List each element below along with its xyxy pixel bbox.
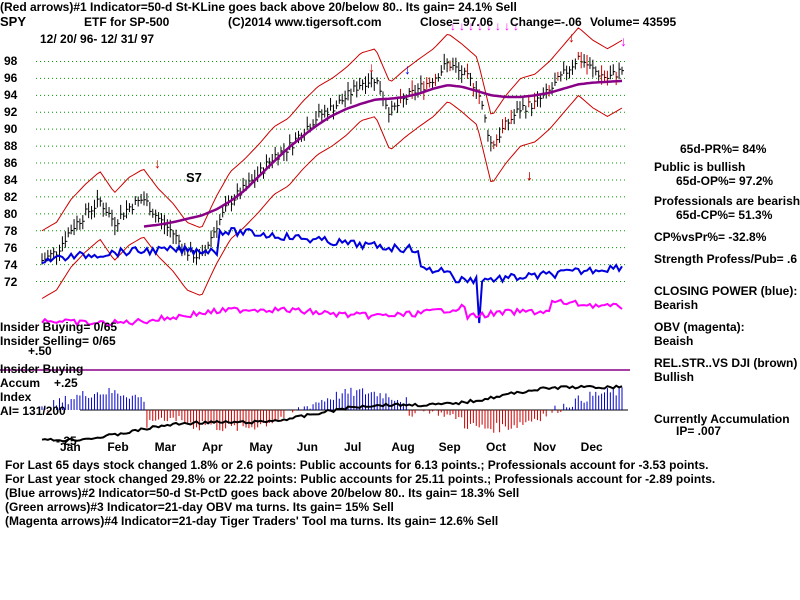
lower-band-line [41,94,623,299]
magenta-arrow-marker: ↓ [468,19,474,33]
indicator-3-label: (Green arrows)#3 Indicator=21-day OBV ma… [5,500,394,514]
indicator-2-label: (Blue arrows)#2 Indicator=50-d St-PctD g… [5,486,520,500]
y-tick-label: 90 [4,122,18,137]
plus-25: +.25 [54,376,78,390]
description: ETF for SP-500 [84,15,170,29]
professionals-label: Professionals are bearish [654,194,800,208]
minus-25: -.25 [56,434,77,448]
x-tick-label: May [249,440,273,454]
pr-label: 65d-PR%= 84% [680,142,767,156]
obv-line [41,298,623,327]
relstr-state: Bullish [654,370,695,384]
closing-power-label: CLOSING POWER (blue): [654,284,798,298]
magenta-arrow-marker: ↓ [495,19,501,33]
magenta-arrow-marker: ↓ [513,19,519,33]
x-tick-label: Oct [486,440,507,454]
insider-selling-count: Insider Selling= 0/65 [0,334,116,348]
accum-label: Currently Accumulation [654,412,790,426]
index-title: Index [0,390,32,404]
price-bars [41,51,624,266]
y-tick-label: 96 [4,71,18,86]
relstr-label: REL.STR..VS DJI (brown) [654,356,798,370]
magenta-arrow-marker: ↓ [459,19,465,33]
obv-label: OBV (magenta): [654,320,745,334]
x-tick-label: Jun [296,440,318,454]
y-tick-label: 86 [4,156,18,171]
y-tick-label: 82 [4,189,18,204]
upper-band-line [41,27,623,232]
y-tick-label: 94 [4,88,18,103]
date-range: 12/ 20/ 96- 12/ 31/ 97 [40,32,155,46]
y-tick-label: 98 [4,54,18,69]
accum-title: Accum [0,376,41,390]
magenta-arrow-marker: ↓ [486,19,492,33]
rel-strength [41,384,623,443]
closing-power-state: Bearish [654,298,699,312]
public-label: Public is bullish [654,160,746,174]
x-tick-label: Feb [107,440,129,454]
red-arrow-marker: ↓ [526,167,533,183]
y-tick-label: 92 [4,105,18,120]
obv-path [41,298,623,327]
plus-50: +.50 [28,344,52,358]
magenta-arrow-marker: ↓ [450,19,456,33]
x-tick-label: Jan [60,440,81,454]
x-tick-label: Jul [344,440,362,454]
markers: ↓↓↓↓↓↓↓ ↓ ↓ ↓ ↓ ↓ ↓ ↓↓ [154,19,627,183]
band-upper [41,27,623,232]
closing-power [41,226,623,324]
cpvspr-label: CP%vsPr%= -32.8% [654,230,767,244]
y-tick-label: 88 [4,139,18,154]
x-tick-label: Nov [533,440,556,454]
strength-label: Strength Profess/Pub= .6 [654,252,798,266]
copyright: (C)2014 www.tigersoft.com [228,15,382,29]
rel-strength-line [41,384,623,443]
magenta-arrow-marker: ↓ [504,19,510,33]
indicator-1-label: (Red arrows)#1 Indicator=50-d St-KLine g… [0,0,517,14]
y-tick-label: 78 [4,223,18,238]
x-tick-label: Aug [391,440,415,454]
obv-state: Beaish [654,334,694,348]
op-label: 65d-OP%= 97.2% [676,174,774,188]
magenta-arrow-marker: ↓ [477,19,483,33]
ip-label: IP= .007 [676,424,722,438]
volume-value: Volume= 43595 [590,15,677,29]
magenta-arrow-marker: ↓ [620,33,627,49]
insider-buying-count: Insider Buying= 0/65 [0,320,118,334]
accum-histogram [41,387,628,433]
change-value: Change=-.06 [510,15,582,29]
red-arrow-marker: ↓ [368,59,375,75]
s7-label: S7 [186,170,202,185]
symbol: SPY [0,14,27,29]
y-tick-label: 76 [4,240,18,255]
red-arrow-marker: ↓ [154,155,161,171]
x-tick-label: Mar [154,440,176,454]
x-tick-label: Sep [438,440,461,454]
y-tick-label: 72 [4,274,18,289]
red-arrow-marker: ↓ [526,167,533,183]
x-tick-label: Dec [580,440,603,454]
footer-65day: For Last 65 days stock changed 1.8% or 2… [5,458,709,472]
close-value: Close= 97.06 [420,15,494,29]
footer-year: For Last year stock changed 29.8% or 22.… [5,472,716,486]
y-tick-label: 84 [4,172,18,187]
moving-average [143,79,623,228]
red-arrow-marker: ↓ [568,29,575,45]
y-tick-label: 74 [4,257,18,272]
closing-power-line [41,226,623,324]
ma-line [143,79,623,228]
x-tick-label: Apr [202,440,223,454]
blue-arrow-marker: ↓ [404,61,411,77]
indicator-4-label: (Magenta arrows)#4 Indicator=21-day Tige… [5,514,499,528]
cp-label: 65d-CP%= 51.3% [676,208,773,222]
band-lower [41,94,623,299]
ai-value: AI= 131/200 [0,404,66,418]
insider-buying-title: Insider Buying [0,362,84,376]
y-tick-label: 80 [4,206,18,221]
